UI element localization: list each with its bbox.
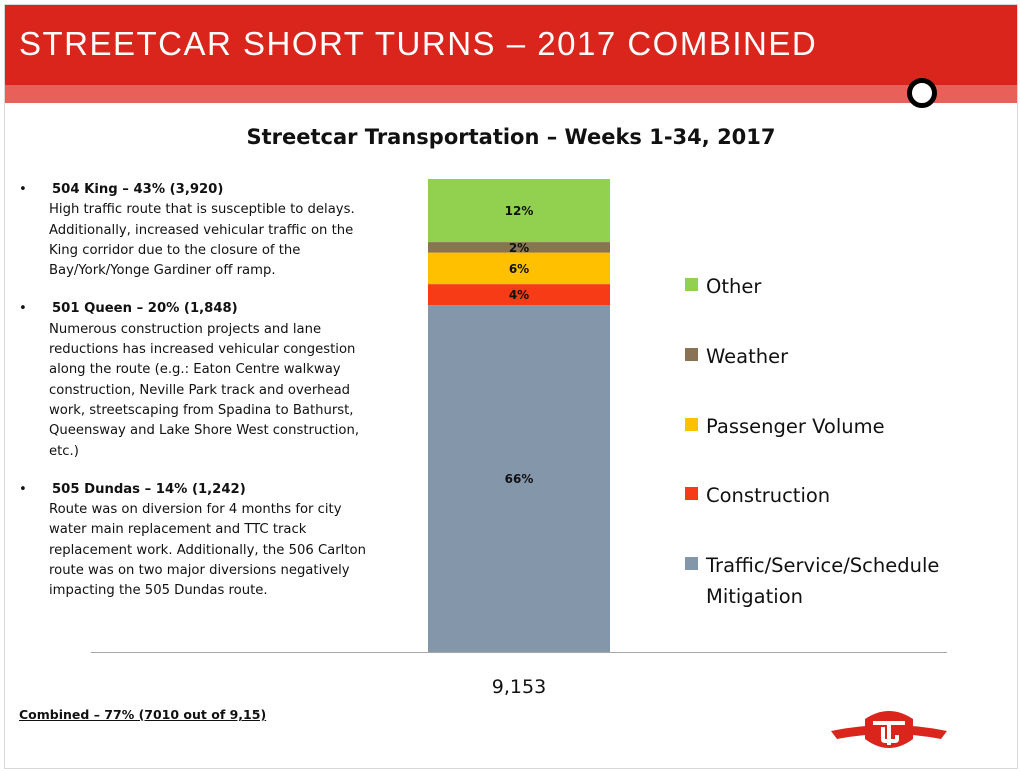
note-body: Numerous construction projects and lane …	[49, 321, 360, 459]
bar-segment-4	[428, 179, 610, 243]
data-label-3: 2%	[509, 241, 529, 255]
data-label-2: 6%	[509, 262, 529, 276]
combined-total-note: Combined – 77% (7010 out of 9,15)	[19, 707, 267, 722]
x-tick-label: 9,153	[492, 676, 546, 698]
note-504-king: • 504 King – 43% (3,920) High traffic ro…	[19, 180, 374, 281]
legend-item: Passenger Volume	[685, 411, 996, 442]
note-body: Route was on diversion for 4 months for …	[49, 502, 366, 599]
data-label-1: 4%	[509, 288, 529, 302]
data-label-0: 66%	[505, 472, 534, 486]
bullet-icon: •	[19, 182, 27, 197]
slide: STREETCAR SHORT TURNS – 2017 COMBINED St…	[4, 4, 1018, 769]
legend-swatch	[685, 557, 698, 570]
legend-item: Other	[685, 271, 996, 302]
legend-item: Traffic/Service/Schedule Mitigation	[685, 550, 996, 612]
data-label-4: 12%	[505, 204, 534, 218]
header-circle-icon	[907, 78, 937, 108]
bullet-icon: •	[19, 481, 27, 497]
legend-label: Construction	[706, 484, 831, 507]
header-stripe	[5, 85, 1017, 103]
note-501-queen: • 501 Queen – 20% (1,848) Numerous const…	[19, 299, 374, 461]
chart-title: Streetcar Transportation – Weeks 1-34, 2…	[246, 125, 776, 149]
bar-segment-2	[428, 252, 610, 285]
note-505-dundas: • 505 Dundas – 14% (1,242) Route was on …	[19, 480, 374, 602]
note-title: 505 Dundas – 14% (1,242)	[52, 481, 246, 497]
note-title: 501 Queen – 20% (1,848)	[52, 301, 238, 317]
legend-swatch	[685, 348, 698, 361]
legend-label: Other	[706, 275, 762, 298]
bullet-icon: •	[19, 301, 27, 317]
legend-label: Traffic/Service/Schedule Mitigation	[706, 554, 940, 608]
bar-segment-0	[428, 305, 610, 652]
bar-segment-3	[428, 242, 610, 253]
header-band: STREETCAR SHORT TURNS – 2017 COMBINED	[5, 5, 1017, 85]
note-body: High traffic route that is susceptible t…	[49, 202, 355, 279]
ttc-logo-icon	[831, 711, 947, 748]
legend-swatch	[685, 487, 698, 500]
route-notes: • 504 King – 43% (3,920) High traffic ro…	[19, 180, 374, 620]
stacked-bar-chart: 66% 4% 6% 2% 12% 9,153	[91, 179, 947, 698]
legend-label: Weather	[706, 345, 789, 368]
legend-label: Passenger Volume	[706, 415, 885, 438]
bar-segment-1	[428, 284, 610, 306]
page-title: STREETCAR SHORT TURNS – 2017 COMBINED	[19, 25, 818, 62]
legend-swatch	[685, 418, 698, 431]
logo-letter-c	[881, 727, 899, 743]
legend-item: Construction	[685, 480, 996, 511]
legend-swatch	[685, 278, 698, 291]
logo-letter-t	[873, 721, 905, 745]
legend-item: Weather	[685, 341, 996, 372]
note-title: 504 King – 43% (3,920)	[52, 182, 224, 197]
